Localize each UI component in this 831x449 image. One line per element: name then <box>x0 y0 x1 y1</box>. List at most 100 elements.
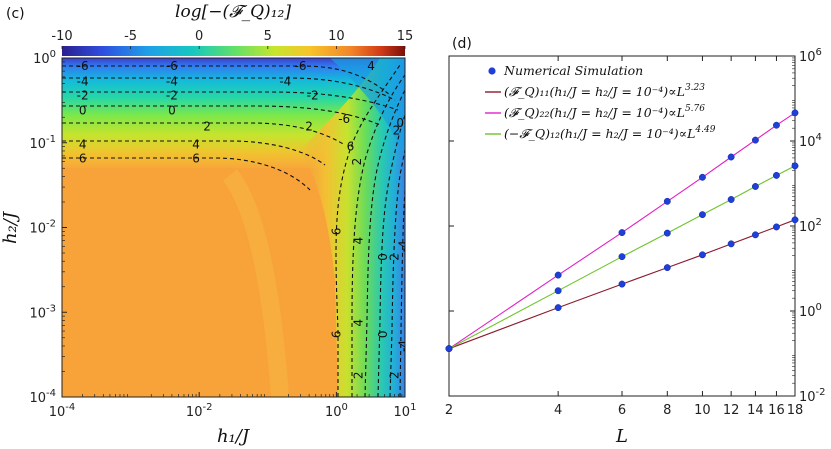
legend-label: (𝓕_Q)₁₁(h₁/J = h₂/J = 10⁻⁴)∝L3.23 <box>504 83 705 99</box>
contour-label-group: 6 <box>347 140 355 154</box>
colorbar-gradient <box>62 46 405 56</box>
d-y-tick-label: 10-2 <box>799 387 826 405</box>
y-tick-label: 10-3 <box>29 303 56 321</box>
contour-label-group: -4 <box>396 240 410 252</box>
data-point <box>727 153 735 161</box>
legend-label: (𝓕_Q)₂₂(h₁/J = h₂/J = 10⁻⁴)∝L5.76 <box>504 104 705 120</box>
d-x-tick-label: 6 <box>618 403 626 418</box>
panel-d-series <box>445 109 799 353</box>
contour-line-6 <box>62 157 311 191</box>
contour-label-group: 2 <box>387 253 401 261</box>
contour-label: 6 <box>347 140 355 154</box>
contour-line-right-m2 <box>389 149 405 397</box>
contour-label: 4 <box>352 237 366 245</box>
contour-label-group: 2 <box>352 372 366 380</box>
heatmap-field: -6 -6 -6-4 -4 -4-2 -2 -20 02 24 46 64-620626402-46… <box>62 58 410 397</box>
x-tick-label: 10-4 <box>49 402 76 420</box>
contour-label-group: -6 <box>295 59 307 73</box>
contour-line-right-6 <box>335 64 401 397</box>
contour-label-group: 2 <box>350 158 364 166</box>
data-point <box>727 240 735 248</box>
contour-label-group: -2 <box>166 89 178 103</box>
contour-label: -4 <box>279 74 291 88</box>
contour-label: -4 <box>396 340 410 352</box>
contour-label: -2 <box>307 89 319 103</box>
contour-line-4 <box>62 140 326 166</box>
contour-label-group: 6 <box>329 330 343 338</box>
contour-label-group: -2 <box>77 89 89 103</box>
d-x-tick-label: 18 <box>787 403 804 418</box>
contour-label-group: 0 <box>79 104 87 118</box>
contour-label: 4 <box>79 138 87 152</box>
data-point <box>554 304 562 312</box>
contour-label-group: -6 <box>166 59 178 73</box>
heatmap-corner-band <box>330 58 405 160</box>
contour-label-group: 4 <box>192 138 200 152</box>
contour-label-group: -4 <box>166 74 178 88</box>
contour-label-group: 0 <box>168 104 176 118</box>
contour-lines <box>62 64 405 397</box>
legend-label: (−𝓕_Q)₁₂(h₁/J = h₂/J = 10⁻⁴)∝L4.49 <box>504 125 716 141</box>
contour-label: 6 <box>79 152 87 166</box>
contour-line-m2 <box>62 91 399 111</box>
d-x-tick-label: 10 <box>694 403 711 418</box>
data-point <box>663 264 671 272</box>
data-point <box>698 251 706 259</box>
contour-label: -6 <box>338 112 350 126</box>
contour-label-group: -6 <box>338 112 350 126</box>
contour-line-right-0 <box>377 114 405 397</box>
legend-label: Numerical Simulation <box>503 63 643 78</box>
contour-label: -6 <box>77 59 89 73</box>
colorbar-tick-label: -10 <box>51 29 72 44</box>
d-y-tick-label: 100 <box>799 302 822 320</box>
colorbar-title: log[−(𝓕_Q)₁₂] <box>175 2 291 22</box>
data-point <box>554 287 562 295</box>
d-x-tick-label: 4 <box>554 403 562 418</box>
d-x-tick-label: 8 <box>663 403 671 418</box>
y-tick-label: 10-1 <box>29 134 56 152</box>
contour-label: -6 <box>295 59 307 73</box>
data-point <box>618 253 626 261</box>
contour-label: 2 <box>352 372 366 380</box>
colorbar-tick-label: -5 <box>124 29 137 44</box>
contour-label-group: 4 <box>367 59 375 73</box>
contour-line-2 <box>62 122 346 146</box>
contour-label-group: -4 <box>279 74 291 88</box>
data-point <box>663 197 671 205</box>
contour-label-group: -6 <box>77 59 89 73</box>
data-point <box>751 183 759 190</box>
x-tick-label: 10-2 <box>186 402 213 420</box>
contour-line-right-m4 <box>399 189 405 397</box>
data-point <box>554 271 562 279</box>
contour-label: -4 <box>396 240 410 252</box>
contour-label: 2 <box>305 120 313 134</box>
contour-label: 2 <box>393 123 401 137</box>
contour-label: 0 <box>79 104 87 118</box>
colorbar: log[−(𝓕_Q)₁₂] -10 -5 0 5 10 15 <box>51 2 413 56</box>
colorbar-tick-label: 5 <box>264 29 272 44</box>
contour-label: -2 <box>166 89 178 103</box>
d-y-tick-label: 104 <box>799 132 822 150</box>
contour-label: 4 <box>352 319 366 327</box>
data-point <box>698 211 706 219</box>
contour-label: 2 <box>203 120 211 134</box>
contour-label: -2 <box>77 89 89 103</box>
contour-label: 2 <box>387 372 401 380</box>
contour-label: -6 <box>166 59 178 73</box>
contour-label: 0 <box>376 330 390 338</box>
x-tick-label: 101 <box>394 402 417 420</box>
contour-label-group: 4 <box>79 138 87 152</box>
contour-line-right-2 <box>364 89 405 397</box>
contour-line-m4 <box>62 77 396 101</box>
contour-label-group: -4 <box>396 340 410 352</box>
contour-label-group: -4 <box>77 74 89 88</box>
d-x-tick-label: 12 <box>723 403 740 418</box>
contour-label: -4 <box>77 74 89 88</box>
panel-c-axes: 10-4 10-2 100 101 100 10-1 10-2 10-3 10-4 <box>29 49 416 420</box>
contour-label-group: 2 <box>387 372 401 380</box>
contour-label: 2 <box>350 158 364 166</box>
d-x-tick-label: 14 <box>747 403 764 418</box>
data-point <box>698 173 706 181</box>
